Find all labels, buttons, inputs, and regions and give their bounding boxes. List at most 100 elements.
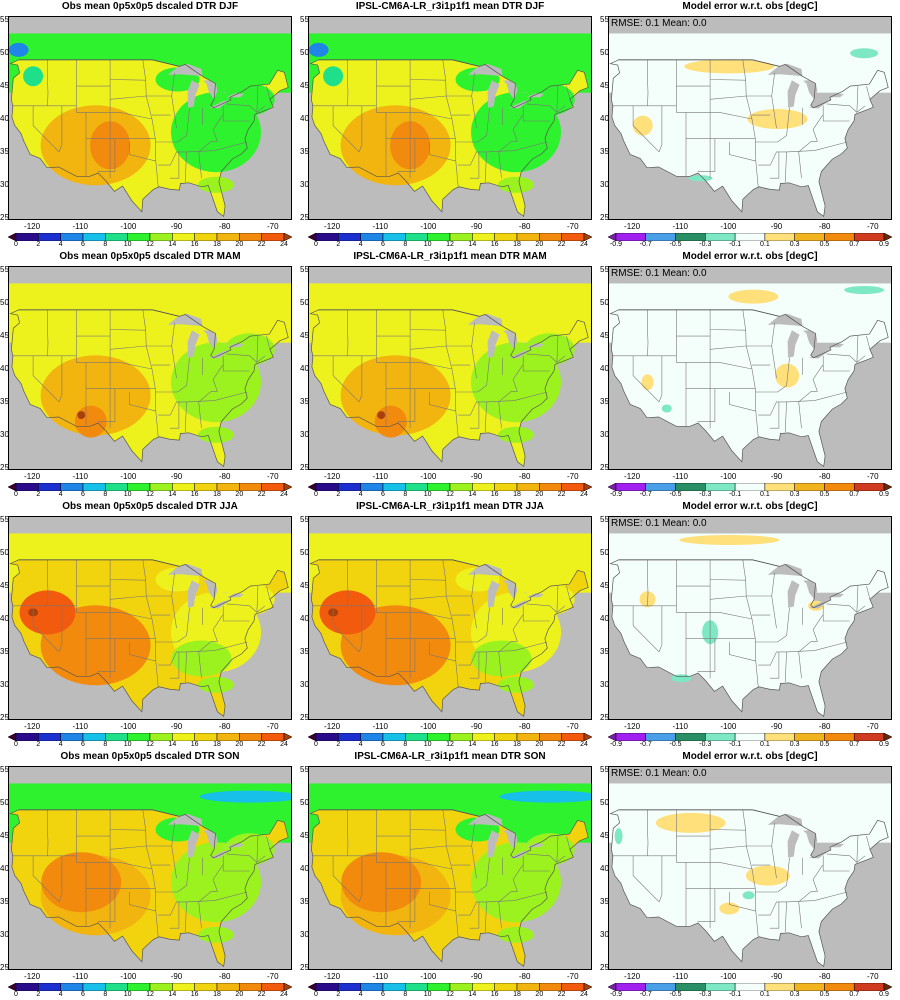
state-boundary [410, 95, 447, 100]
colorbar-swatch [82, 983, 106, 991]
colorbar-swatch [105, 233, 128, 241]
error-anomaly-4 [661, 404, 672, 413]
panel-title: Model error w.r.t. obs [degC] [682, 1, 818, 12]
state-boundary [755, 107, 790, 143]
state-boundary [76, 612, 153, 620]
lon-tick-label: -120 [324, 222, 341, 231]
state-boundary [729, 142, 756, 162]
colorbar-label: 0.5 [819, 991, 830, 998]
state-boundary [647, 59, 649, 106]
southwest-high-dtr [340, 355, 451, 436]
colorbar-label: 20 [235, 491, 244, 498]
state-boundary [526, 603, 558, 613]
colorbar-swatch [853, 983, 885, 991]
lat-tick-label: 50 [600, 798, 609, 808]
colorbar-swatch [194, 733, 218, 741]
colorbar-label: 6 [381, 491, 385, 498]
panel-title: IPSL-CM6A-LR_r3i1p1f1 mean DTR JJA [356, 501, 544, 512]
colorbar-label: 14 [468, 491, 477, 498]
state-boundary [110, 595, 147, 600]
colorbar-label: 4 [58, 241, 63, 248]
colorbar-swatch [239, 233, 262, 241]
great-lake-4 [826, 593, 844, 598]
colorbar-label: 24 [580, 491, 588, 498]
colorbar-label: 0.3 [789, 991, 800, 998]
colorbar-label: 2 [336, 491, 341, 498]
conus-land [610, 809, 889, 967]
state-boundary [332, 605, 360, 653]
state-boundary [184, 891, 248, 933]
great-lake-0 [767, 313, 803, 327]
conus-outline [609, 809, 889, 968]
state-boundary [729, 892, 756, 912]
state-boundary [58, 605, 63, 653]
great-lake-2 [203, 580, 218, 600]
panel-title: Obs mean 0p5x0p5 dscaled DTR JJA [62, 501, 238, 512]
lon-tick-label: -80 [518, 472, 531, 481]
state-boundary [469, 401, 480, 429]
colorbar-label: 20 [235, 241, 244, 248]
colorbar-label: 16 [490, 991, 499, 998]
great-lake-3 [509, 99, 531, 109]
state-boundary [856, 336, 866, 364]
great-lake-1 [187, 330, 200, 358]
lat-tick-label: 40 [600, 864, 609, 873]
lon-tick-label: -90 [770, 472, 783, 481]
colorbar-label: 0 [14, 991, 18, 998]
state-boundary [647, 309, 649, 356]
great-lake-0 [467, 813, 503, 827]
state-boundary [397, 138, 416, 172]
state-boundary [526, 103, 558, 113]
lon-tick-label: -100 [720, 222, 737, 231]
state-boundary [347, 809, 349, 856]
conus-outline [309, 59, 589, 218]
lat-tick-label: 40 [0, 364, 9, 373]
state-boundary [58, 105, 63, 153]
colorbar-label: 24 [580, 241, 588, 248]
state-boundary [729, 392, 756, 412]
colorbar-swatch [561, 233, 585, 241]
map-area [308, 766, 592, 970]
state-boundary [169, 151, 180, 179]
colorbar-mean [308, 733, 592, 741]
colorbar-swatch [105, 733, 128, 741]
colorbar-label: 6 [381, 741, 385, 748]
colorbar-label: -0.1 [729, 241, 742, 248]
state-boundary [469, 151, 480, 179]
conus-land [610, 309, 889, 467]
northeast-low-dtr [224, 83, 275, 116]
conus-outline [9, 59, 289, 218]
lat-tick-label: 40 [600, 114, 609, 123]
state-boundary [826, 603, 858, 613]
state-boundary [676, 862, 753, 870]
lat-tick-label: 55 [300, 265, 309, 275]
colorbar-swatch [494, 233, 518, 241]
colorbar-swatch [172, 233, 195, 241]
state-boundary [158, 901, 187, 916]
state-boundary [47, 309, 49, 356]
colorbar-label: 0 [14, 241, 18, 248]
state-boundary [771, 822, 777, 879]
colorbar-swatch [360, 983, 384, 991]
great-lake-1 [187, 830, 200, 858]
colorbar-swatch [82, 483, 106, 491]
colorbar-label: 20 [235, 991, 244, 998]
state-boundary [429, 892, 456, 912]
colorbar-swatch [734, 733, 766, 741]
max-dtr-spot [77, 411, 86, 420]
colorbar-label: 10 [123, 241, 132, 248]
colorbar-swatch [645, 233, 676, 241]
colorbar-label: 2 [36, 241, 41, 248]
lat-tick-label: 30 [300, 429, 309, 439]
colorbar-swatch [149, 483, 173, 491]
state-boundary [410, 329, 446, 331]
colorbar-label: 0.1 [760, 491, 770, 498]
colorbar-label: 12 [446, 741, 454, 748]
lon-tick-label: -90 [170, 472, 183, 481]
colorbar-label: 2 [336, 741, 341, 748]
state-boundary [632, 355, 660, 403]
lat-tick-label: 25 [0, 962, 9, 972]
state-boundary [771, 322, 777, 379]
colorbar-label: 12 [146, 491, 154, 498]
max-dtr-spot [377, 411, 386, 420]
